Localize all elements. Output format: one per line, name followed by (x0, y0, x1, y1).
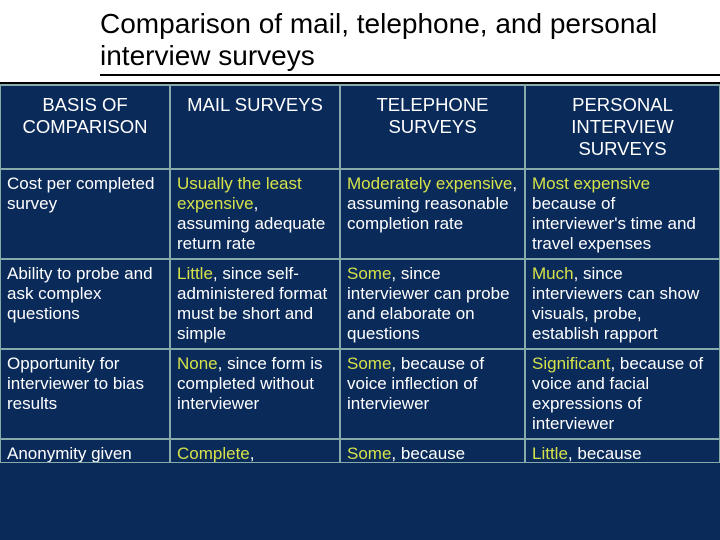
row-label-bias: Opportunity for interviewer to bias resu… (0, 349, 170, 439)
highlight-text: Some (347, 444, 391, 463)
cell-anon-personal: Little, because (525, 439, 720, 463)
highlight-text: Significant (532, 354, 610, 373)
cell-anon-telephone: Some, because (340, 439, 525, 463)
highlight-text: Usually the least expensive (177, 174, 302, 213)
rest-text: , because (568, 444, 642, 463)
highlight-text: Some (347, 264, 391, 283)
slide-title: Comparison of mail, telephone, and perso… (100, 8, 720, 76)
row-label-cost: Cost per completed survey (0, 169, 170, 259)
highlight-text: Little (177, 264, 213, 283)
highlight-text: Some (347, 354, 391, 373)
row-label-anonymity: Anonymity given (0, 439, 170, 463)
title-bar: Comparison of mail, telephone, and perso… (0, 0, 720, 84)
cell-anon-mail: Complete, (170, 439, 340, 463)
col-header-mail: MAIL SURVEYS (170, 85, 340, 168)
cell-cost-personal: Most expensive because of interviewer's … (525, 169, 720, 259)
cell-probe-telephone: Some, since interviewer can probe and el… (340, 259, 525, 349)
highlight-text: Little (532, 444, 568, 463)
highlight-text: Complete (177, 444, 250, 463)
comparison-table: BASIS OF COMPARISON MAIL SURVEYS TELEPHO… (0, 84, 720, 540)
cell-bias-mail: None, since form is completed without in… (170, 349, 340, 439)
highlight-text: Moderately expensive (347, 174, 512, 193)
highlight-text: Most expensive (532, 174, 650, 193)
col-header-telephone: TELEPHONE SURVEYS (340, 85, 525, 168)
cell-bias-personal: Significant, because of voice and facial… (525, 349, 720, 439)
slide: Comparison of mail, telephone, and perso… (0, 0, 720, 540)
rest-text: , because (391, 444, 465, 463)
rest-text: , (250, 444, 255, 463)
cell-probe-mail: Little, since self-administered format m… (170, 259, 340, 349)
col-header-basis: BASIS OF COMPARISON (0, 85, 170, 168)
cell-bias-telephone: Some, because of voice inflection of int… (340, 349, 525, 439)
highlight-text: None (177, 354, 218, 373)
col-header-personal: PERSONAL INTERVIEW SURVEYS (525, 85, 720, 168)
cell-cost-telephone: Moderately expensive, assuming reasonabl… (340, 169, 525, 259)
rest-text: because of interviewer's time and travel… (532, 194, 696, 253)
cell-cost-mail: Usually the least expensive, assuming ad… (170, 169, 340, 259)
highlight-text: Much (532, 264, 574, 283)
row-label-probe: Ability to probe and ask complex questio… (0, 259, 170, 349)
cell-probe-personal: Much, since interviewers can show visual… (525, 259, 720, 349)
